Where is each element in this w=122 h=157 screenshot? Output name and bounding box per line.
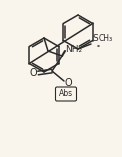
Text: Abs: Abs xyxy=(59,89,73,98)
FancyBboxPatch shape xyxy=(56,87,76,101)
Text: CH₃: CH₃ xyxy=(99,34,113,43)
Text: NH₂: NH₂ xyxy=(65,44,82,54)
Text: S: S xyxy=(92,34,98,43)
Text: O: O xyxy=(64,78,72,88)
Text: O: O xyxy=(29,68,37,78)
